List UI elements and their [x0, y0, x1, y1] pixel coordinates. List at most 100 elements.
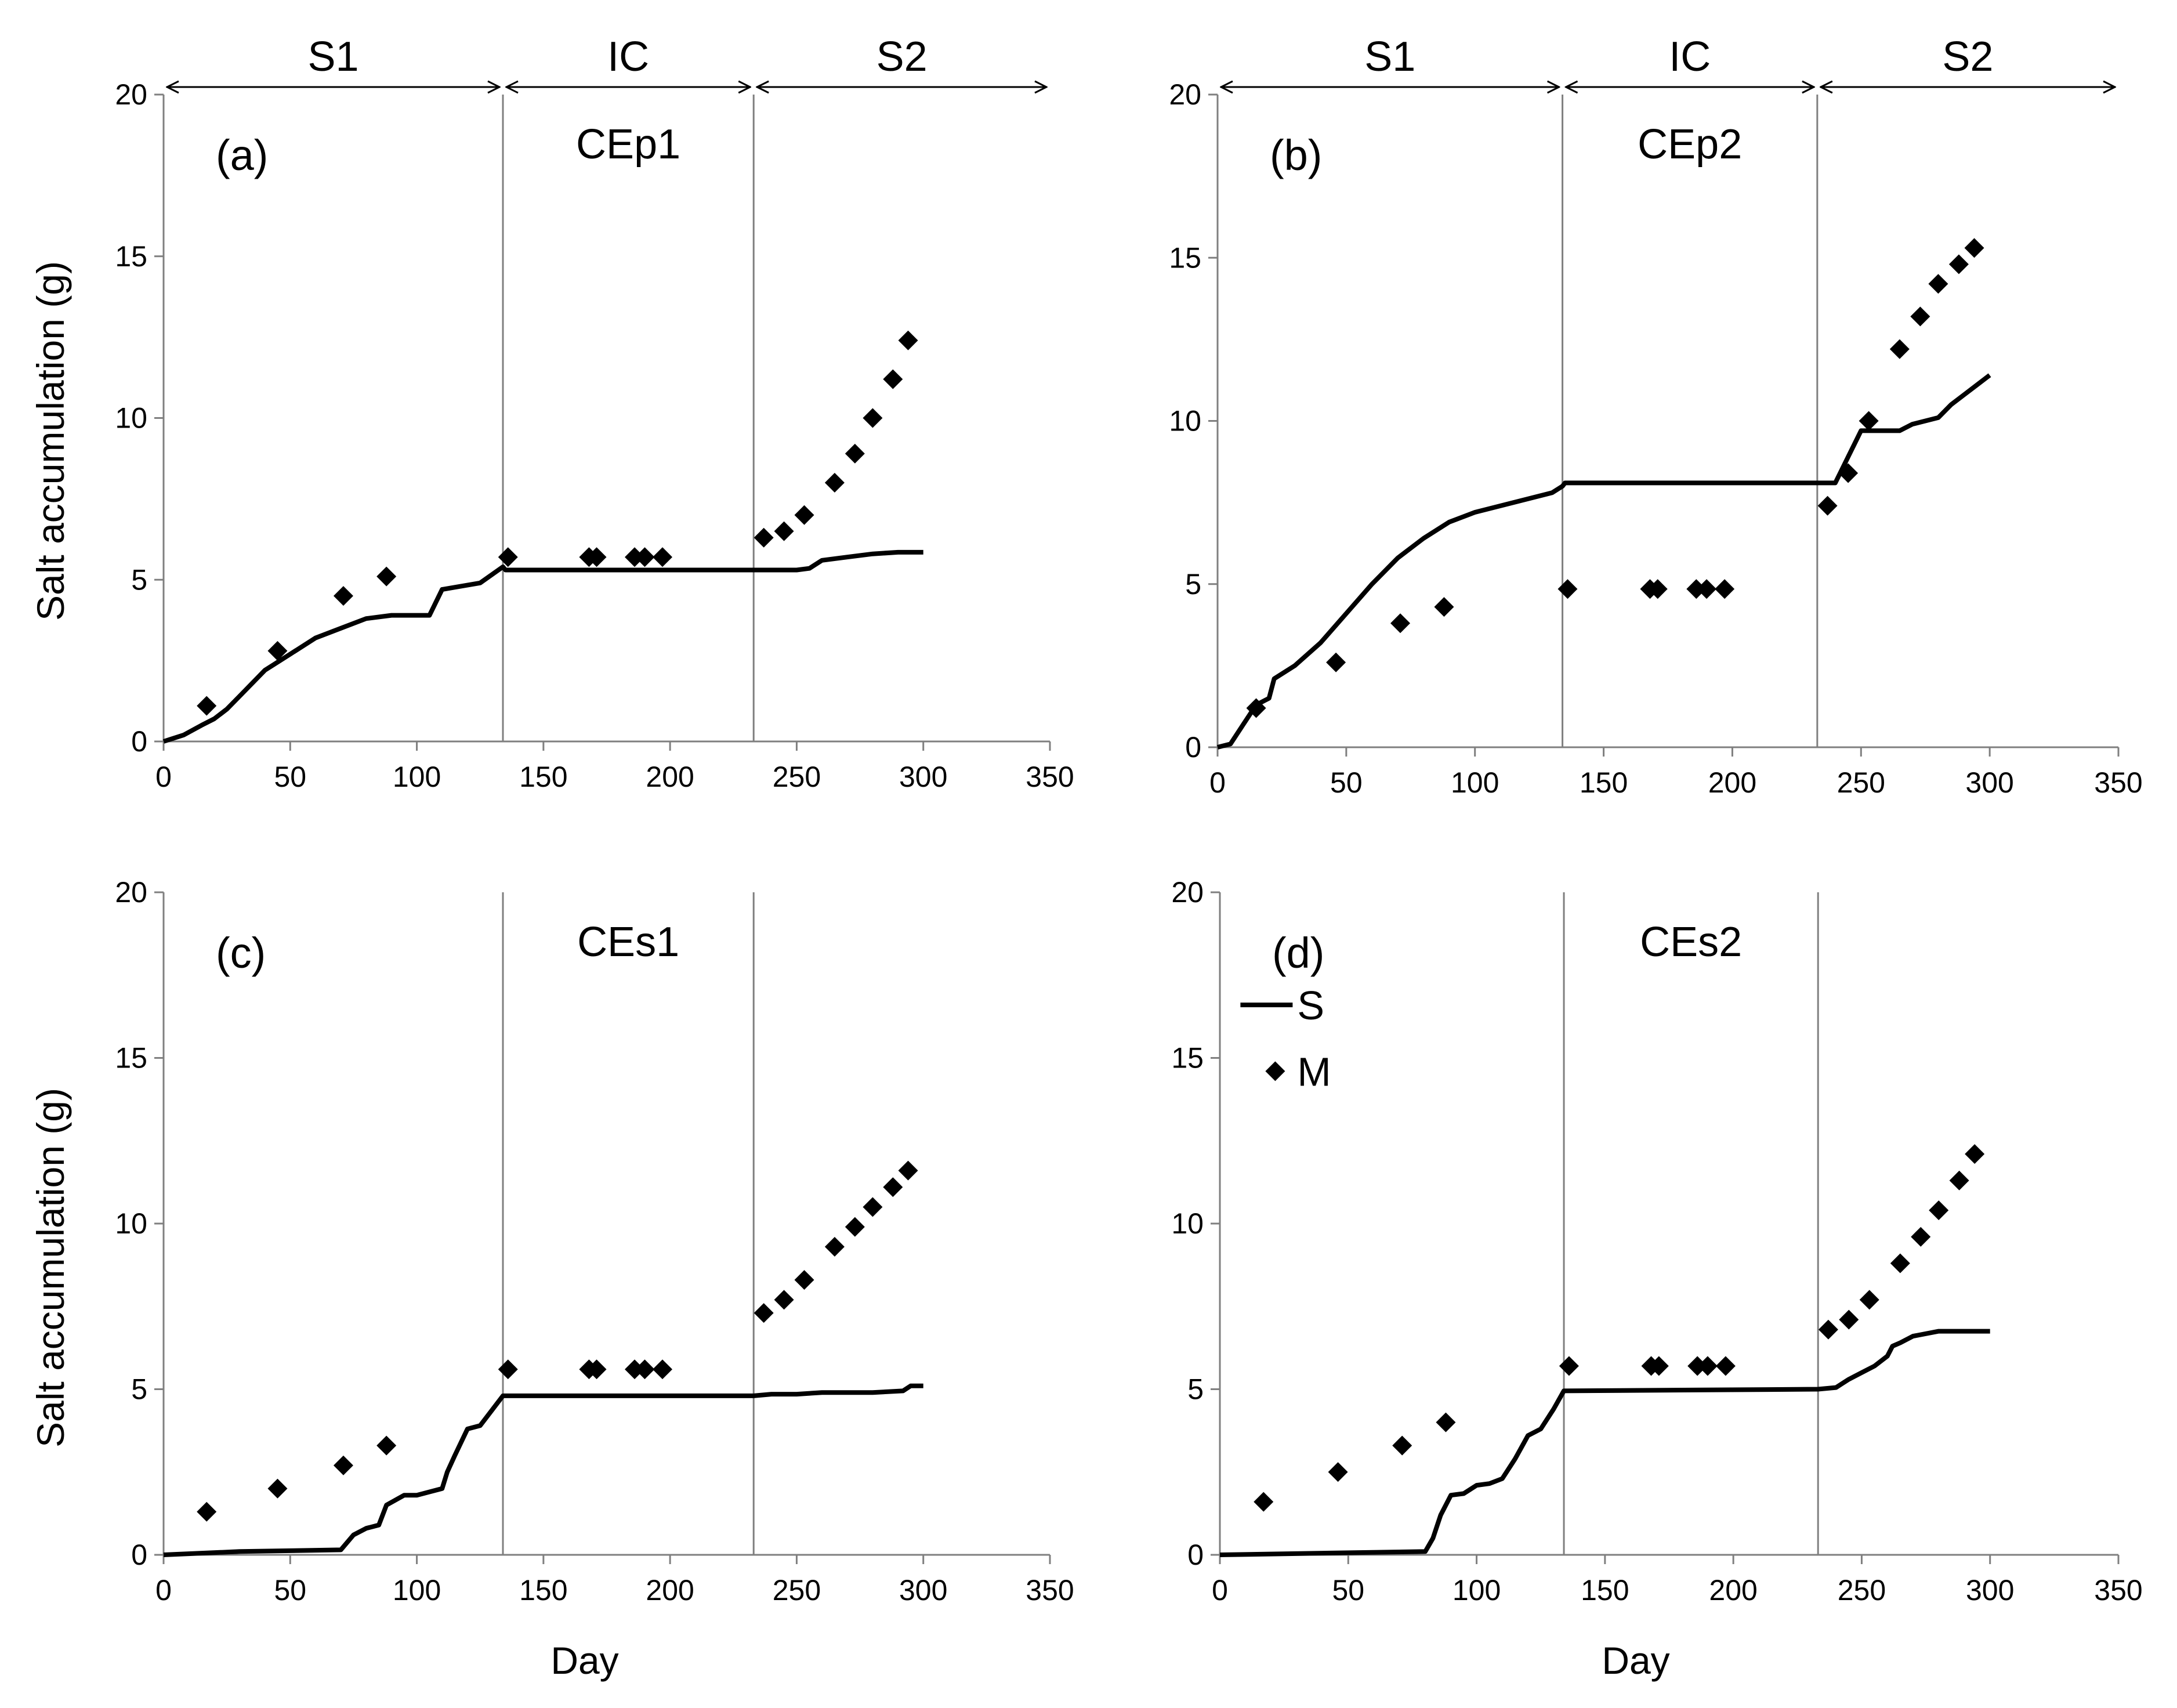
legend-diamond-swatch: [1265, 1061, 1285, 1081]
y-tick-label: 10: [115, 402, 147, 435]
y-tick-label: 10: [1171, 1207, 1204, 1240]
series-line-S: [1219, 1329, 1990, 1557]
y-tick-label: 10: [1169, 405, 1201, 437]
data-point-M: [1647, 579, 1668, 599]
x-tick-label: 200: [646, 761, 694, 793]
panel-label: (c): [216, 929, 266, 977]
y-tick-label: 20: [115, 876, 147, 909]
y-tick-label: 15: [115, 1042, 147, 1074]
data-point-M: [898, 330, 918, 350]
data-point-M: [1928, 274, 1948, 294]
data-point-M: [1949, 1170, 1969, 1190]
data-point-M: [653, 547, 673, 567]
panel-label: (b): [1270, 131, 1322, 179]
data-point-M: [824, 1236, 845, 1257]
x-tick-label: 50: [1332, 1574, 1364, 1606]
x-tick-label: 150: [519, 1574, 567, 1606]
x-tick-label: 100: [393, 761, 441, 793]
x-axis-title-left: Day: [550, 1639, 618, 1682]
data-point-M: [1715, 1356, 1736, 1376]
data-point-M: [774, 1290, 794, 1310]
x-tick-label: 0: [155, 1574, 172, 1606]
data-point-M: [1964, 238, 1984, 258]
data-point-M: [863, 408, 883, 428]
data-point-M: [754, 527, 774, 548]
data-point-M: [883, 369, 903, 389]
x-tick-label: 200: [1709, 1574, 1757, 1606]
data-point-M: [1948, 254, 1969, 274]
data-point-M: [1246, 698, 1266, 718]
phase-label: IC: [607, 34, 649, 80]
data-point-M: [1859, 411, 1879, 431]
data-point-M: [1326, 652, 1346, 672]
phase-label: S1: [1364, 34, 1415, 80]
panel-title: CEp1: [576, 121, 680, 168]
y-tick-label: 0: [131, 725, 147, 758]
x-tick-label: 150: [519, 761, 567, 793]
data-point-M: [754, 1303, 774, 1323]
data-point-M: [653, 1359, 673, 1380]
x-tick-label: 200: [646, 1574, 694, 1606]
data-point-M: [635, 547, 655, 567]
data-point-M: [794, 1270, 814, 1290]
x-tick-label: 350: [2094, 766, 2142, 799]
data-point-M: [267, 640, 288, 661]
data-point-M: [1390, 613, 1411, 634]
y-tick-label: 15: [1171, 1042, 1204, 1074]
phase-label: IC: [1669, 34, 1711, 80]
x-axis-title-right: Day: [1602, 1639, 1669, 1682]
data-point-M: [1889, 339, 1910, 359]
data-point-M: [1687, 1356, 1708, 1376]
x-tick-label: 250: [1837, 766, 1885, 799]
x-tick-label: 150: [1581, 1574, 1629, 1606]
y-tick-label: 20: [115, 78, 147, 111]
data-point-M: [1392, 1435, 1412, 1456]
data-point-M: [824, 473, 845, 493]
y-axis-title-bottom: Salt accumulation (g): [29, 1088, 72, 1448]
series-line-S: [163, 1383, 923, 1557]
data-point-M: [1859, 1290, 1879, 1310]
data-point-M: [625, 1359, 645, 1380]
data-point-M: [1838, 463, 1859, 483]
data-point-M: [1436, 1412, 1456, 1432]
data-point-M: [333, 586, 353, 606]
x-tick-label: 150: [1580, 766, 1628, 799]
y-tick-label: 0: [1185, 731, 1201, 763]
x-tick-label: 200: [1708, 766, 1756, 799]
x-tick-label: 300: [899, 761, 947, 793]
data-point-M: [498, 547, 518, 567]
y-tick-label: 5: [131, 563, 147, 596]
data-point-M: [1254, 1492, 1274, 1512]
legend-label-M: M: [1297, 1049, 1331, 1094]
x-tick-label: 250: [773, 761, 821, 793]
data-point-M: [1686, 579, 1707, 599]
data-point-M: [197, 1501, 217, 1522]
panel-title: CEs1: [577, 919, 679, 965]
data-point-M: [863, 1197, 883, 1217]
x-tick-label: 0: [1212, 1574, 1228, 1606]
y-tick-label: 0: [131, 1539, 147, 1571]
phase-label: S1: [307, 34, 358, 80]
panel-title: CEs2: [1640, 919, 1742, 965]
data-point-M: [794, 505, 814, 525]
data-point-M: [1557, 579, 1578, 599]
x-tick-label: 50: [274, 1574, 306, 1606]
x-tick-label: 0: [1209, 766, 1226, 799]
data-point-M: [625, 547, 645, 567]
panel-label: (d): [1272, 929, 1324, 977]
phase-label: S2: [1942, 34, 1993, 80]
data-point-M: [376, 1435, 397, 1456]
x-tick-label: 50: [274, 761, 306, 793]
data-point-M: [883, 1177, 903, 1197]
x-tick-label: 0: [155, 761, 172, 793]
data-point-M: [1559, 1356, 1579, 1376]
x-tick-label: 250: [1838, 1574, 1886, 1606]
data-point-M: [1910, 306, 1930, 327]
x-tick-label: 100: [1451, 766, 1499, 799]
data-point-M: [586, 1359, 607, 1380]
legend-label-S: S: [1297, 983, 1324, 1028]
data-point-M: [845, 1217, 865, 1237]
